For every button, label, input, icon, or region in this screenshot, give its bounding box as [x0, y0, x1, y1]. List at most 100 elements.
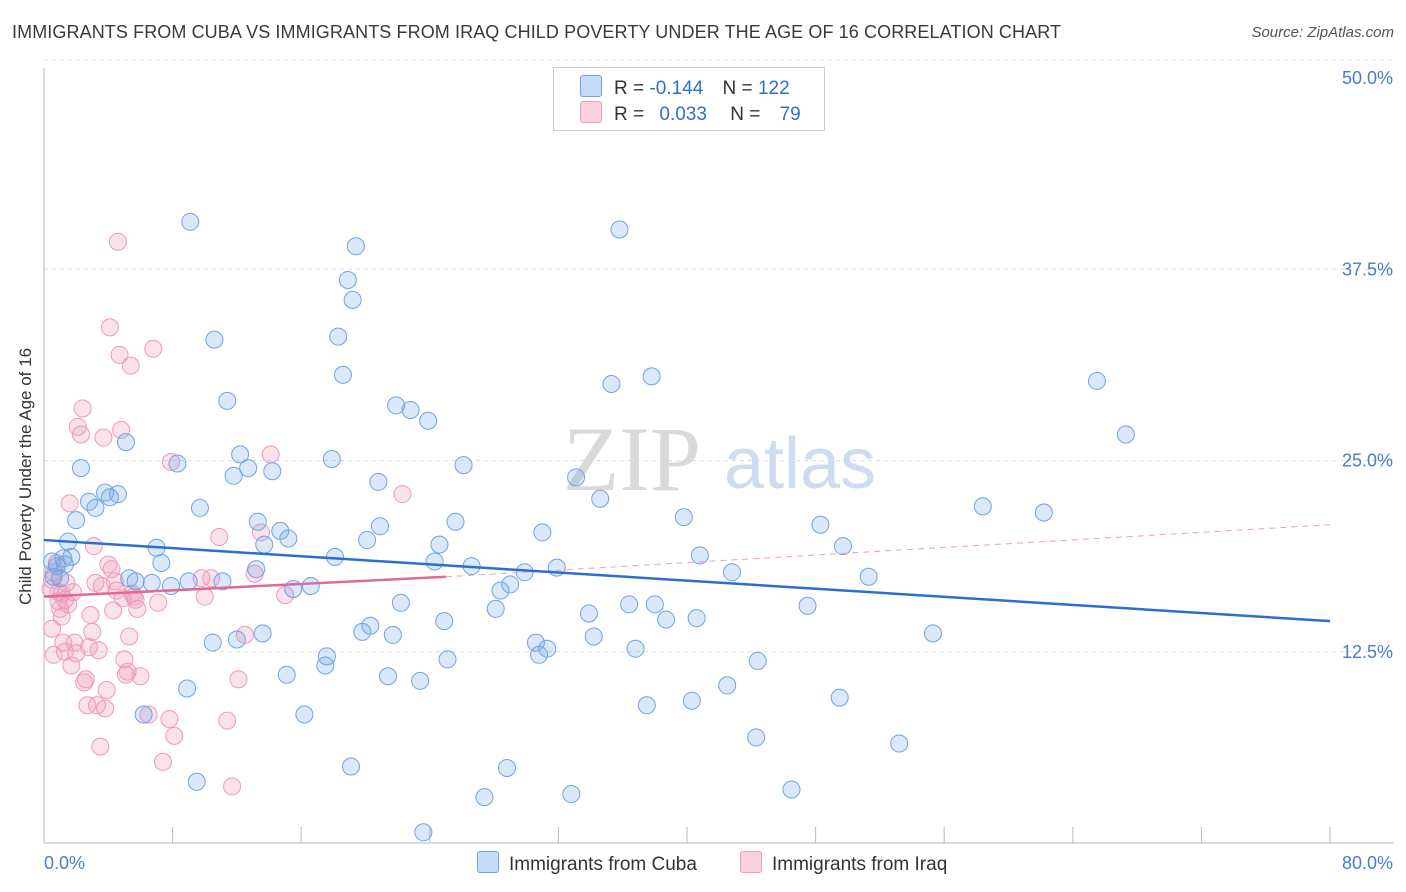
cuba-point [690, 546, 709, 565]
cuba-point [203, 633, 222, 652]
cuba-point [178, 679, 197, 698]
bottom-legend-cuba-label: Immigrants from Cuba [509, 854, 697, 875]
iraq-point [131, 667, 150, 686]
iraq-point [261, 445, 280, 464]
cuba-point [533, 523, 552, 542]
legend-row-iraq: R = 0.033 N = 79 [580, 101, 801, 127]
bottom-legend-iraq: Immigrants from Iraq [740, 851, 947, 876]
cuba-point [239, 459, 258, 478]
iraq-point [229, 670, 248, 689]
cuba-point [387, 396, 406, 415]
cuba-point [370, 517, 389, 536]
cuba-point [263, 462, 282, 481]
cuba-point [1034, 503, 1053, 522]
iraq-point [153, 752, 172, 771]
cuba-point [218, 391, 237, 410]
iraq-point [81, 606, 100, 625]
cuba-point [562, 785, 581, 804]
iraq-point [195, 587, 214, 606]
cuba-point [637, 696, 656, 715]
iraq-point [165, 726, 184, 745]
cuba-point [446, 512, 465, 531]
cuba-point [501, 575, 520, 594]
cuba-point [425, 552, 444, 571]
y-tick-label: 37.5% [1342, 259, 1393, 279]
cuba-point [682, 691, 701, 710]
cuba-point [579, 604, 598, 623]
iraq-point [75, 673, 94, 692]
y-tick-label: 12.5% [1342, 642, 1393, 662]
tick-labels: 12.5% 25.0% 37.5% 50.0% 0.0% 80.0% [44, 68, 1393, 873]
cuba-point [62, 547, 81, 566]
iraq-point [223, 777, 242, 796]
cuba-point [322, 449, 341, 468]
cuba-point [584, 627, 603, 646]
legend-n-label: N = [730, 104, 761, 125]
iraq-point [202, 569, 221, 588]
iraq-point [43, 619, 62, 638]
cuba-point [475, 788, 494, 807]
legend-n-label: N = [722, 78, 753, 99]
iraq-point [149, 593, 168, 612]
cuba-point [134, 705, 153, 724]
cuba-point [657, 610, 676, 629]
cuba-point [44, 567, 63, 586]
cuba-point [491, 581, 510, 600]
cuba-point [179, 572, 198, 591]
iraq-point [104, 601, 123, 620]
cuba-point [674, 508, 693, 527]
iraq-point [218, 711, 237, 730]
iraq-point [96, 699, 115, 718]
iraq-points [41, 232, 412, 796]
cuba-point [833, 537, 852, 556]
cuba-point [830, 688, 849, 707]
cuba-point [168, 454, 187, 473]
cuba-point [626, 639, 645, 658]
cuba-point [247, 560, 266, 579]
iraq-point [121, 356, 140, 375]
iraq-point [97, 681, 116, 699]
cuba-point [205, 330, 224, 349]
cuba-point [723, 563, 742, 582]
cuba-point [255, 535, 274, 554]
cuba-point [859, 567, 878, 586]
cuba-point [295, 705, 314, 724]
chart-title: IMMIGRANTS FROM CUBA VS IMMIGRANTS FROM … [12, 22, 1062, 42]
cuba-point [317, 647, 336, 666]
cuba-point [567, 468, 586, 487]
iraq-point [210, 528, 229, 546]
iraq-point [89, 641, 108, 660]
iraq-point [116, 665, 135, 684]
cuba-point [116, 433, 135, 452]
cuba-point [538, 639, 557, 658]
cuba-point [602, 375, 621, 393]
cuba-point [419, 411, 438, 430]
cuba-point [1116, 425, 1135, 444]
cuba-point [316, 656, 335, 675]
iraq-trend-extension [445, 524, 1331, 578]
cuba-point [51, 569, 70, 588]
cuba-point [414, 823, 433, 842]
iraq-point [73, 399, 92, 418]
legend-n-value: 122 [757, 78, 790, 99]
cuba-point [343, 290, 362, 309]
cuba-point [923, 624, 942, 643]
cuba-point [890, 734, 909, 753]
cuba-point [55, 555, 74, 574]
cuba-point [301, 576, 320, 595]
cuba-point [383, 625, 402, 644]
cuba-point [718, 676, 737, 695]
iraq-trend-line [43, 575, 446, 598]
x-tick-label: 80.0% [1342, 853, 1393, 873]
cuba-point [497, 759, 516, 778]
cuba-point [411, 671, 430, 690]
cuba-point [152, 554, 171, 573]
cuba-point [369, 472, 388, 491]
iraq-point [91, 737, 110, 756]
cuba-point [329, 327, 348, 346]
cuba-point [973, 497, 992, 516]
cuba-point [126, 572, 145, 591]
legend-r-value: -0.144 [649, 78, 704, 99]
iraq-point [161, 453, 180, 472]
